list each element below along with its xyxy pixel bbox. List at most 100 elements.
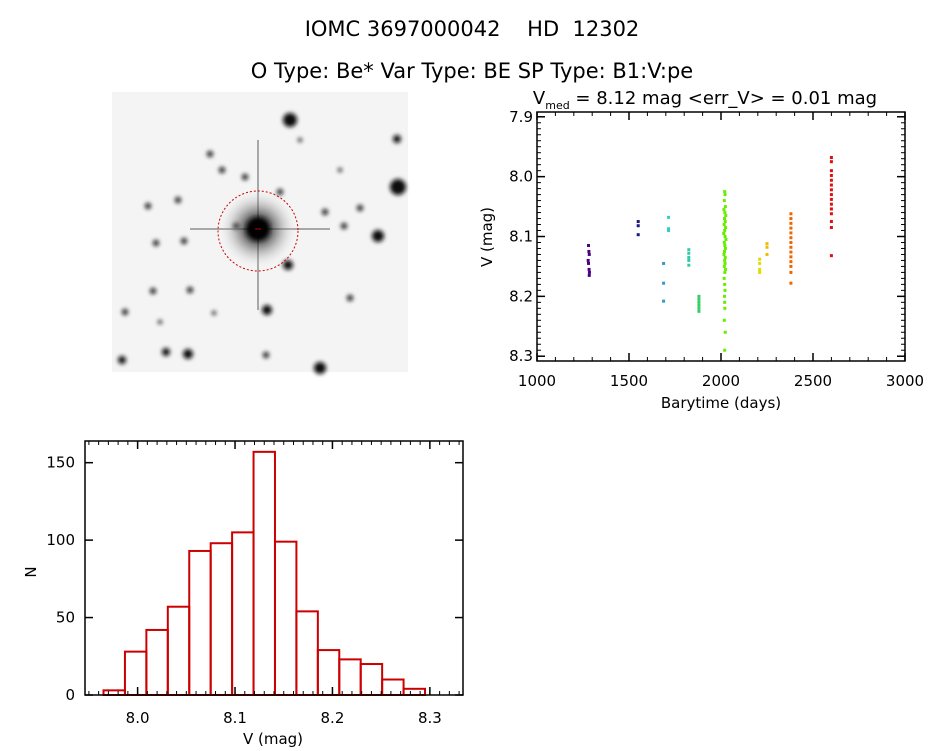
- data-point: [697, 306, 701, 310]
- data-point: [789, 270, 793, 274]
- data-point: [723, 193, 727, 197]
- star: [390, 179, 406, 195]
- data-point: [722, 249, 726, 253]
- data-point: [789, 250, 793, 254]
- data-point: [829, 226, 833, 230]
- data-point: [587, 270, 591, 274]
- data-point: [722, 264, 726, 268]
- data-point: [724, 226, 728, 230]
- y-axis-label: V (mag): [478, 207, 496, 267]
- data-point: [722, 294, 726, 298]
- star: [183, 349, 193, 359]
- star: [314, 362, 326, 374]
- light-curve-title: Vmed = 8.12 mag <err_V> = 0.01 mag: [533, 88, 877, 112]
- data-point: [667, 227, 671, 231]
- y-axis-label: N: [22, 566, 40, 577]
- star: [341, 223, 347, 229]
- histogram-plot: 8.0 8.1 8.2 8.3 0 50 100 150 V (mag) N: [22, 440, 464, 748]
- data-point: [789, 212, 793, 216]
- data-point: [687, 248, 691, 252]
- histogram-bar: [123, 650, 148, 697]
- star: [283, 113, 297, 127]
- data-point: [723, 348, 727, 352]
- data-point: [687, 255, 691, 259]
- data-point: [687, 251, 691, 255]
- data-point: [723, 258, 727, 262]
- star: [262, 305, 272, 315]
- data-point: [789, 217, 793, 221]
- star: [347, 295, 353, 301]
- data-point: [789, 264, 793, 268]
- x-tick-label: 3000: [886, 372, 924, 390]
- title-rest: = 8.12 mag <err_V> = 0.01 mag: [570, 88, 877, 109]
- light-curve-plot: 1000 1500 2000 2500 3000 7.9 8.0 8.1 8.2 8.3 Vmed …: [478, 88, 924, 412]
- star: [158, 320, 162, 324]
- target-circle: [217, 190, 299, 272]
- data-point: [829, 212, 833, 216]
- data-point: [789, 240, 793, 244]
- data-point: [829, 207, 833, 211]
- data-point: [789, 231, 793, 235]
- data-point: [667, 215, 671, 219]
- y-tick-label: 100: [46, 531, 75, 549]
- histogram-bar: [359, 663, 384, 697]
- y-tick-label: 150: [46, 454, 75, 472]
- data-point: [789, 236, 793, 240]
- data-point: [667, 229, 671, 233]
- x-tick-label: 2500: [794, 372, 832, 390]
- star: [150, 288, 156, 294]
- data-point: [722, 252, 726, 256]
- star: [372, 230, 384, 242]
- data-point: [723, 211, 727, 215]
- x-tick-label: 8.0: [126, 709, 150, 727]
- data-point: [697, 303, 701, 307]
- histogram-bar: [338, 658, 362, 697]
- data-point: [586, 258, 590, 262]
- star: [322, 209, 328, 215]
- data-point: [789, 221, 793, 225]
- data-point: [662, 299, 666, 303]
- data-point: [829, 173, 833, 177]
- star: [162, 348, 170, 356]
- data-point: [829, 254, 833, 258]
- star: [357, 205, 363, 211]
- star: [122, 309, 128, 315]
- x-tick-label: 1500: [610, 372, 648, 390]
- histogram-bar: [273, 540, 298, 696]
- data-point: [722, 223, 726, 227]
- data-point: [687, 258, 691, 262]
- data-point: [636, 224, 640, 228]
- x-tick-label: 8.1: [223, 709, 247, 727]
- data-point: [697, 297, 701, 301]
- data-point: [662, 261, 666, 265]
- star: [242, 174, 248, 180]
- star: [118, 356, 126, 364]
- data-point: [723, 235, 727, 238]
- histogram-bar: [145, 628, 169, 697]
- data-point: [662, 281, 666, 285]
- data-point: [829, 193, 833, 197]
- star: [263, 352, 269, 358]
- data-point: [829, 197, 833, 201]
- data-point: [765, 252, 769, 256]
- x-tick-label: 1000: [518, 372, 556, 390]
- data-point: [829, 202, 833, 206]
- data-point: [789, 260, 793, 264]
- data-point: [724, 267, 728, 271]
- title-line2: O Type: Be* Var Type: BE SP Type: B1:V:p…: [251, 59, 693, 83]
- y-tick-label: 50: [56, 609, 75, 627]
- data-point: [697, 309, 701, 313]
- data-point: [723, 306, 727, 310]
- x-axis-label: Barytime (days): [661, 394, 781, 412]
- star: [212, 311, 216, 315]
- histogram-bar: [402, 687, 427, 696]
- data-point: [587, 252, 591, 256]
- star: [393, 135, 401, 143]
- data-point: [687, 263, 691, 267]
- data-point: [636, 233, 640, 237]
- histogram-bar: [188, 549, 212, 697]
- data-point: [723, 229, 727, 233]
- data-point: [587, 243, 591, 247]
- title-subscript: med: [545, 99, 569, 112]
- data-point: [829, 220, 833, 224]
